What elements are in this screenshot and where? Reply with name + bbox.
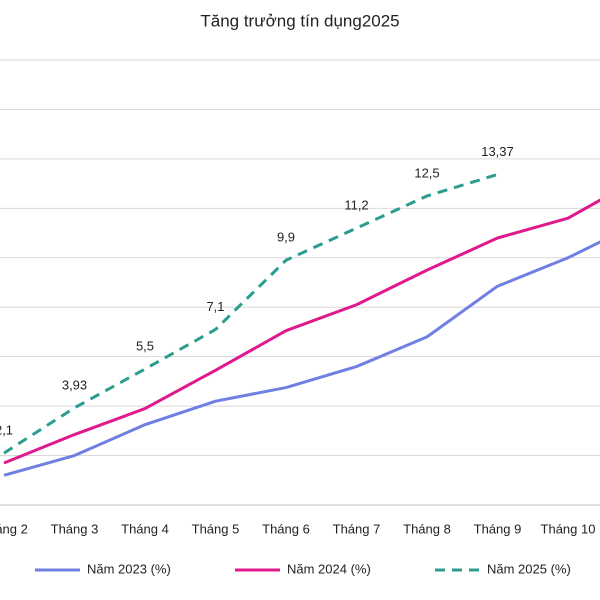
data-label: 9,9: [277, 230, 295, 245]
x-tick-label: Tháng 8: [403, 521, 451, 536]
series-line: [3, 240, 600, 477]
data-label: 2,1: [0, 423, 13, 438]
x-tick-label: Tháng 4: [121, 521, 169, 536]
legend-label: Năm 2023 (%): [87, 561, 171, 576]
data-label: 7,1: [206, 299, 224, 314]
legend-label: Năm 2024 (%): [287, 561, 371, 576]
x-tick-label: Tháng 9: [474, 521, 522, 536]
data-label: 12,5: [414, 165, 439, 180]
series-line: [3, 173, 498, 455]
x-tick-label: Tháng 2: [0, 521, 28, 536]
data-label: 3,93: [62, 377, 87, 392]
chart-title: Tăng trưởng tín dụng2025: [200, 11, 399, 30]
x-tick-label: Tháng 6: [262, 521, 310, 536]
x-tick-label: Tháng 3: [51, 521, 99, 536]
x-tick-label: Tháng 5: [192, 521, 240, 536]
legend-label: Năm 2025 (%): [487, 561, 571, 576]
data-label: 13,37: [481, 144, 514, 159]
series-line: [3, 198, 600, 465]
data-label: 11,2: [344, 198, 368, 213]
x-tick-label: Tháng 10: [541, 521, 596, 536]
x-tick-label: Tháng 7: [333, 521, 381, 536]
data-label: 5,5: [136, 338, 154, 353]
